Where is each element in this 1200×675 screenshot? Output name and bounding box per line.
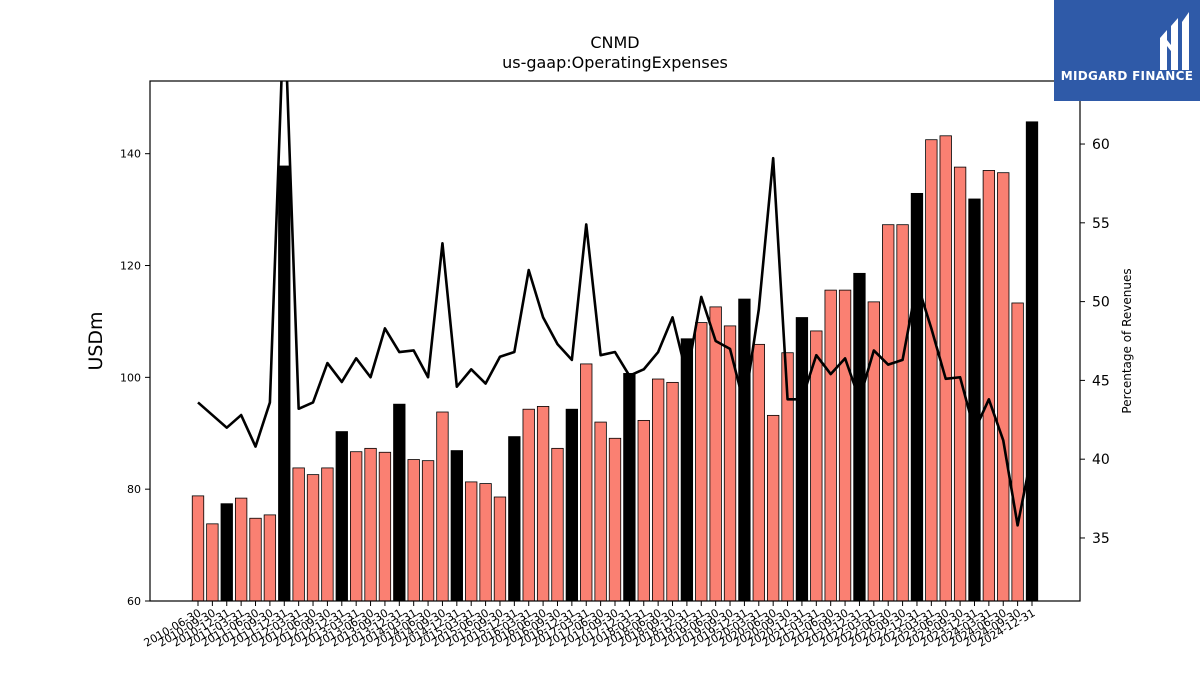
line-series <box>197 81 1034 527</box>
bar-2023-12-31 <box>968 198 981 601</box>
bar-2019-03-31 <box>695 322 708 601</box>
bar-2021-09-30 <box>838 289 852 601</box>
bar-2015-12-31 <box>508 436 521 601</box>
bar-2014-12-31 <box>450 450 463 601</box>
y2-tick-label: 45 <box>1092 373 1110 389</box>
bar-2013-12-31 <box>393 403 406 601</box>
y-tick-label: 100 <box>120 371 141 384</box>
logo-text: MIDGARD FINANCE <box>1060 69 1194 83</box>
bar-2011-03-31 <box>234 497 248 601</box>
bar-2022-06-30 <box>882 224 895 601</box>
bar-2018-03-31 <box>637 419 650 601</box>
bar-2021-12-31 <box>853 272 866 601</box>
bar-2019-12-31 <box>738 298 751 601</box>
bar-2017-09-30 <box>608 437 622 601</box>
bar-2015-03-31 <box>465 481 478 601</box>
bar-2019-06-30 <box>709 306 722 601</box>
bar-2016-09-30 <box>551 447 564 601</box>
bar-2013-03-31 <box>350 451 363 601</box>
bar-2013-09-30 <box>378 451 392 601</box>
bar-2011-09-30 <box>263 514 277 601</box>
bar-2017-03-31 <box>580 363 593 601</box>
bar-2018-09-30 <box>666 381 679 601</box>
bar-2012-03-31 <box>292 467 305 601</box>
bar-2012-09-30 <box>321 467 334 601</box>
bar-2014-03-31 <box>407 459 420 601</box>
bar-2017-06-30 <box>594 421 607 601</box>
bar-2018-06-30 <box>651 378 665 601</box>
bar-2011-12-31 <box>278 165 291 601</box>
logo-icon <box>1160 12 1189 70</box>
bar-2024-03-31 <box>982 170 996 601</box>
bar-2022-09-30 <box>896 224 909 601</box>
y2-tick-label: 55 <box>1092 216 1110 232</box>
bar-2019-09-30 <box>723 325 737 601</box>
bar-2010-06-30 <box>191 495 205 601</box>
bar-2018-12-31 <box>680 338 694 601</box>
bar-2020-03-31 <box>752 343 765 601</box>
left-axis: 60 80 100 120 140 <box>120 148 150 608</box>
bar-2022-12-31 <box>910 192 924 601</box>
bar-2015-09-30 <box>493 496 507 601</box>
bar-2016-03-31 <box>522 408 535 601</box>
percentage-line <box>197 81 1034 527</box>
bar-2023-06-30 <box>939 135 952 601</box>
bar-2011-06-30 <box>249 517 262 601</box>
bar-2017-12-31 <box>623 373 636 601</box>
chart-subtitle: us-gaap:OperatingExpenses <box>502 53 728 72</box>
bar-2014-06-30 <box>421 460 435 601</box>
x-axis: 2010-06-302010-09-302010-12-312011-03-31… <box>142 601 1038 650</box>
y2-tick-label: 40 <box>1092 452 1110 468</box>
y-tick-label: 80 <box>127 483 141 496</box>
bar-2022-03-31 <box>867 301 880 601</box>
bar-2013-06-30 <box>364 447 377 601</box>
y2-tick-label: 35 <box>1092 531 1110 547</box>
chart-title: CNMD <box>590 33 639 52</box>
bar-2012-06-30 <box>306 474 320 601</box>
y2-tick-label: 50 <box>1092 295 1110 311</box>
y-axis-label: USDm <box>85 311 107 370</box>
right-axis: 35 40 45 50 55 60 <box>1080 137 1110 547</box>
bar-2023-03-31 <box>925 139 938 601</box>
y-tick-label: 140 <box>120 148 141 161</box>
bar-2024-12-31 <box>1025 121 1039 601</box>
bar-2021-06-30 <box>824 289 837 601</box>
bar-2020-06-30 <box>767 414 780 601</box>
bar-2012-12-31 <box>335 431 348 601</box>
bar-2024-09-30 <box>1011 302 1024 601</box>
bar-2020-12-31 <box>795 317 809 601</box>
y-tick-label: 120 <box>120 260 141 273</box>
y2-tick-label: 60 <box>1092 137 1110 153</box>
y2-axis-label: Percentage of Revenues <box>1120 268 1134 413</box>
bar-2010-12-31 <box>220 503 233 601</box>
y-tick-label: 60 <box>127 595 141 608</box>
bar-2024-06-30 <box>997 172 1010 601</box>
bar-2014-09-30 <box>436 411 449 601</box>
bar-2016-06-30 <box>536 406 550 601</box>
bar-2021-03-31 <box>810 330 823 601</box>
bar-2015-06-30 <box>479 483 492 601</box>
bar-series <box>191 121 1039 601</box>
bar-2010-09-30 <box>206 523 219 601</box>
brand-logo: MIDGARD FINANCE <box>1054 0 1200 101</box>
bar-2023-09-30 <box>953 166 967 601</box>
bar-2016-12-31 <box>565 408 579 601</box>
